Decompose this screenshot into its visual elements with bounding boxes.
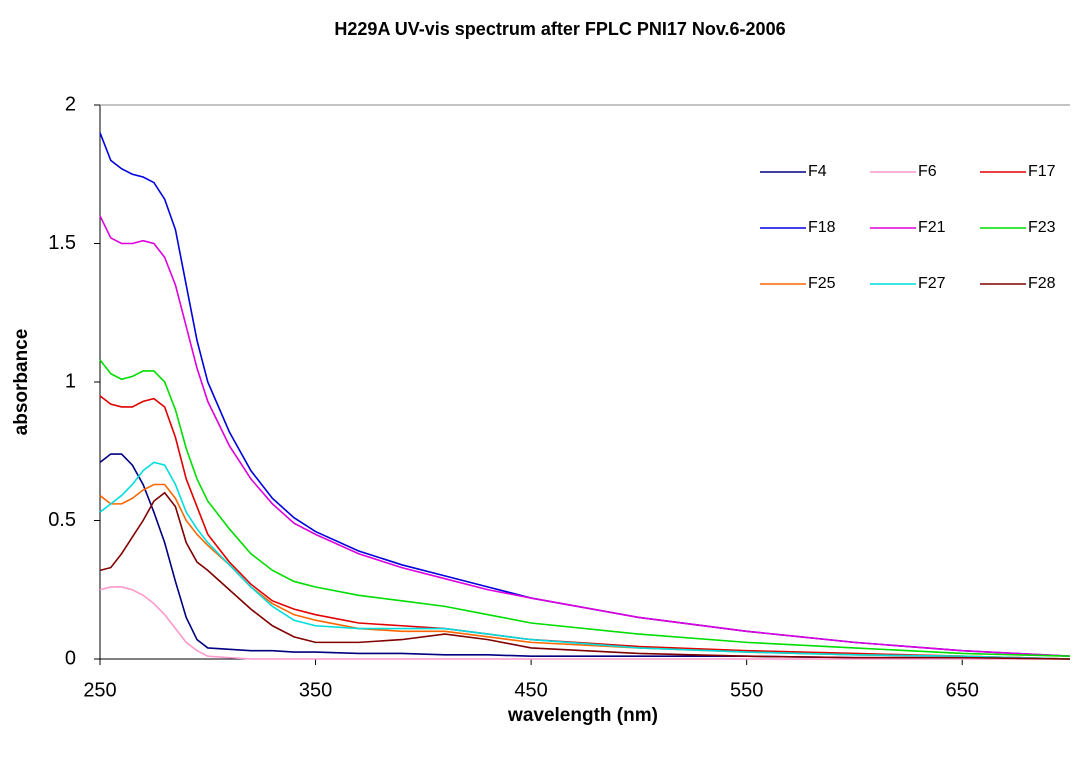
legend-label: F17 [1028, 163, 1056, 180]
legend-label: F23 [1028, 219, 1056, 236]
legend-label: F4 [808, 163, 827, 180]
legend-label: F25 [808, 275, 836, 292]
x-axis-title: wavelength (nm) [507, 705, 658, 726]
y-tick-label: 1.5 [48, 232, 76, 254]
y-tick-label: 0.5 [48, 509, 76, 531]
x-tick-label: 650 [946, 679, 979, 701]
y-tick-label: 2 [65, 93, 76, 115]
chart-title: H229A UV-vis spectrum after FPLC PNI17 N… [334, 19, 785, 39]
x-tick-label: 350 [299, 679, 332, 701]
legend-label: F28 [1028, 275, 1056, 292]
series-line [99, 395, 1071, 660]
x-tick-label: 450 [514, 679, 547, 701]
series-line [99, 359, 1071, 658]
series-line [99, 483, 1071, 660]
x-tick-label: 550 [730, 679, 763, 701]
y-tick-label: 1 [65, 370, 76, 392]
series-line [99, 586, 1070, 660]
series-line [99, 461, 1071, 660]
legend-label: F21 [918, 219, 946, 236]
y-tick-label: 0 [65, 647, 76, 669]
legend-label: F18 [808, 219, 836, 236]
legend-label: F27 [918, 275, 946, 292]
legend-label: F6 [918, 163, 937, 180]
y-axis-title: absorbance [11, 329, 32, 436]
series-line [99, 491, 1071, 660]
series-line [99, 215, 1071, 658]
x-tick-label: 250 [83, 679, 116, 701]
